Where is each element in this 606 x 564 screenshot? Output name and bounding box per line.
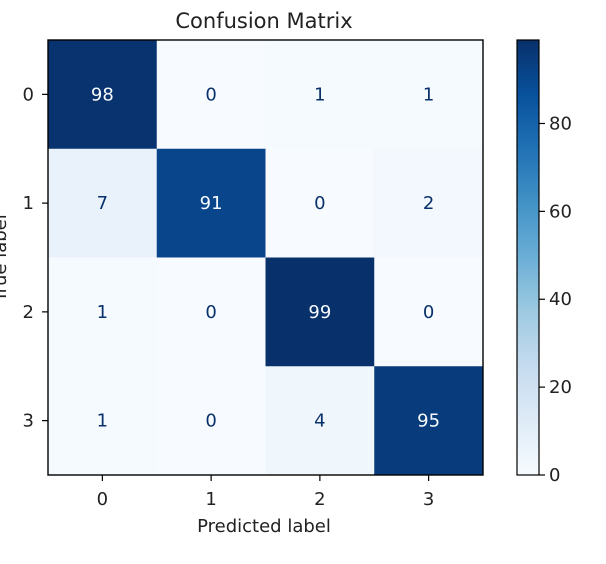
y-tick-label: 1	[23, 193, 34, 214]
heatmap-cell-label-r1-c3: 2	[423, 193, 434, 214]
x-axis-label: Predicted label	[197, 516, 331, 537]
heatmap-cell-label-r1-c2: 0	[314, 193, 325, 214]
heatmap-cell-label-r0-c2: 1	[314, 84, 325, 105]
heatmap-cell-r2-c1	[156, 257, 266, 367]
heatmap-cell-r1-c1	[156, 148, 266, 258]
colorbar-tick-label: 60	[549, 201, 572, 222]
heatmap-cell-label-r3-c1: 0	[205, 411, 216, 432]
y-tick-label: 0	[23, 84, 34, 105]
y-tick-label: 3	[23, 411, 34, 432]
heatmap-cell-r0-c1	[156, 40, 266, 150]
heatmap-cell-label-r1-c0: 7	[97, 193, 108, 214]
heatmap-cell-label-r3-c2: 4	[314, 411, 325, 432]
x-tick-label: 0	[97, 489, 108, 510]
colorbar-tick-label: 40	[549, 289, 572, 310]
heatmap-cell-r0-c2	[265, 40, 375, 150]
x-tick-label: 1	[205, 489, 216, 510]
colorbar-tick-label: 20	[549, 377, 572, 398]
heatmap-cell-label-r0-c3: 1	[423, 84, 434, 105]
plot-frame	[47, 39, 484, 476]
heatmap-cell-label-r3-c0: 1	[97, 411, 108, 432]
heatmap-cell-label-r0-c1: 0	[205, 84, 216, 105]
heatmap-cell-r2-c0	[48, 257, 158, 367]
colorbar-tick-label: 80	[549, 113, 572, 134]
heatmap-cell-labels: 98 0 1 1 7 91 0 2 1 0 99 0 1 0 4 95	[91, 84, 440, 431]
heatmap-cell-label-r2-c0: 1	[97, 302, 108, 323]
chart-title: Confusion Matrix	[175, 9, 352, 33]
heatmap-cell-label-r2-c3: 0	[423, 302, 434, 323]
heatmap-cell-label-r2-c1: 0	[205, 302, 216, 323]
heatmap-cell-r0-c3	[374, 40, 484, 150]
colorbar-ticks: 0 20 40 60 80	[539, 113, 572, 486]
heatmap-cell-r3-c2	[265, 366, 375, 476]
heatmap-cell-label-r2-c2: 99	[308, 302, 331, 323]
x-axis-ticks: 0 1 2 3	[97, 475, 434, 510]
y-tick-label: 2	[23, 302, 34, 323]
colorbar	[516, 39, 540, 476]
y-axis-label: True label	[0, 214, 11, 303]
x-tick-label: 3	[423, 489, 434, 510]
heatmap-cell-r2-c3	[374, 257, 484, 367]
heatmap-cells	[48, 40, 484, 476]
y-axis-ticks: 0 1 2 3	[23, 84, 48, 432]
x-tick-label: 2	[314, 489, 325, 510]
heatmap-cell-r3-c0	[48, 366, 158, 476]
colorbar-tick-label: 0	[549, 465, 560, 486]
heatmap-cell-r0-c0	[48, 40, 158, 150]
heatmap-cell-r2-c2	[265, 257, 375, 367]
heatmap-cell-label-r0-c0: 98	[91, 84, 114, 105]
heatmap-cell-r3-c3	[374, 366, 484, 476]
heatmap-cell-label-r3-c3: 95	[417, 411, 440, 432]
heatmap-cell-r1-c0	[48, 148, 158, 258]
heatmap-cell-r3-c1	[156, 366, 266, 476]
heatmap-cell-r1-c2	[265, 148, 375, 258]
heatmap-cell-r1-c3	[374, 148, 484, 258]
heatmap-cell-label-r1-c1: 91	[200, 193, 223, 214]
